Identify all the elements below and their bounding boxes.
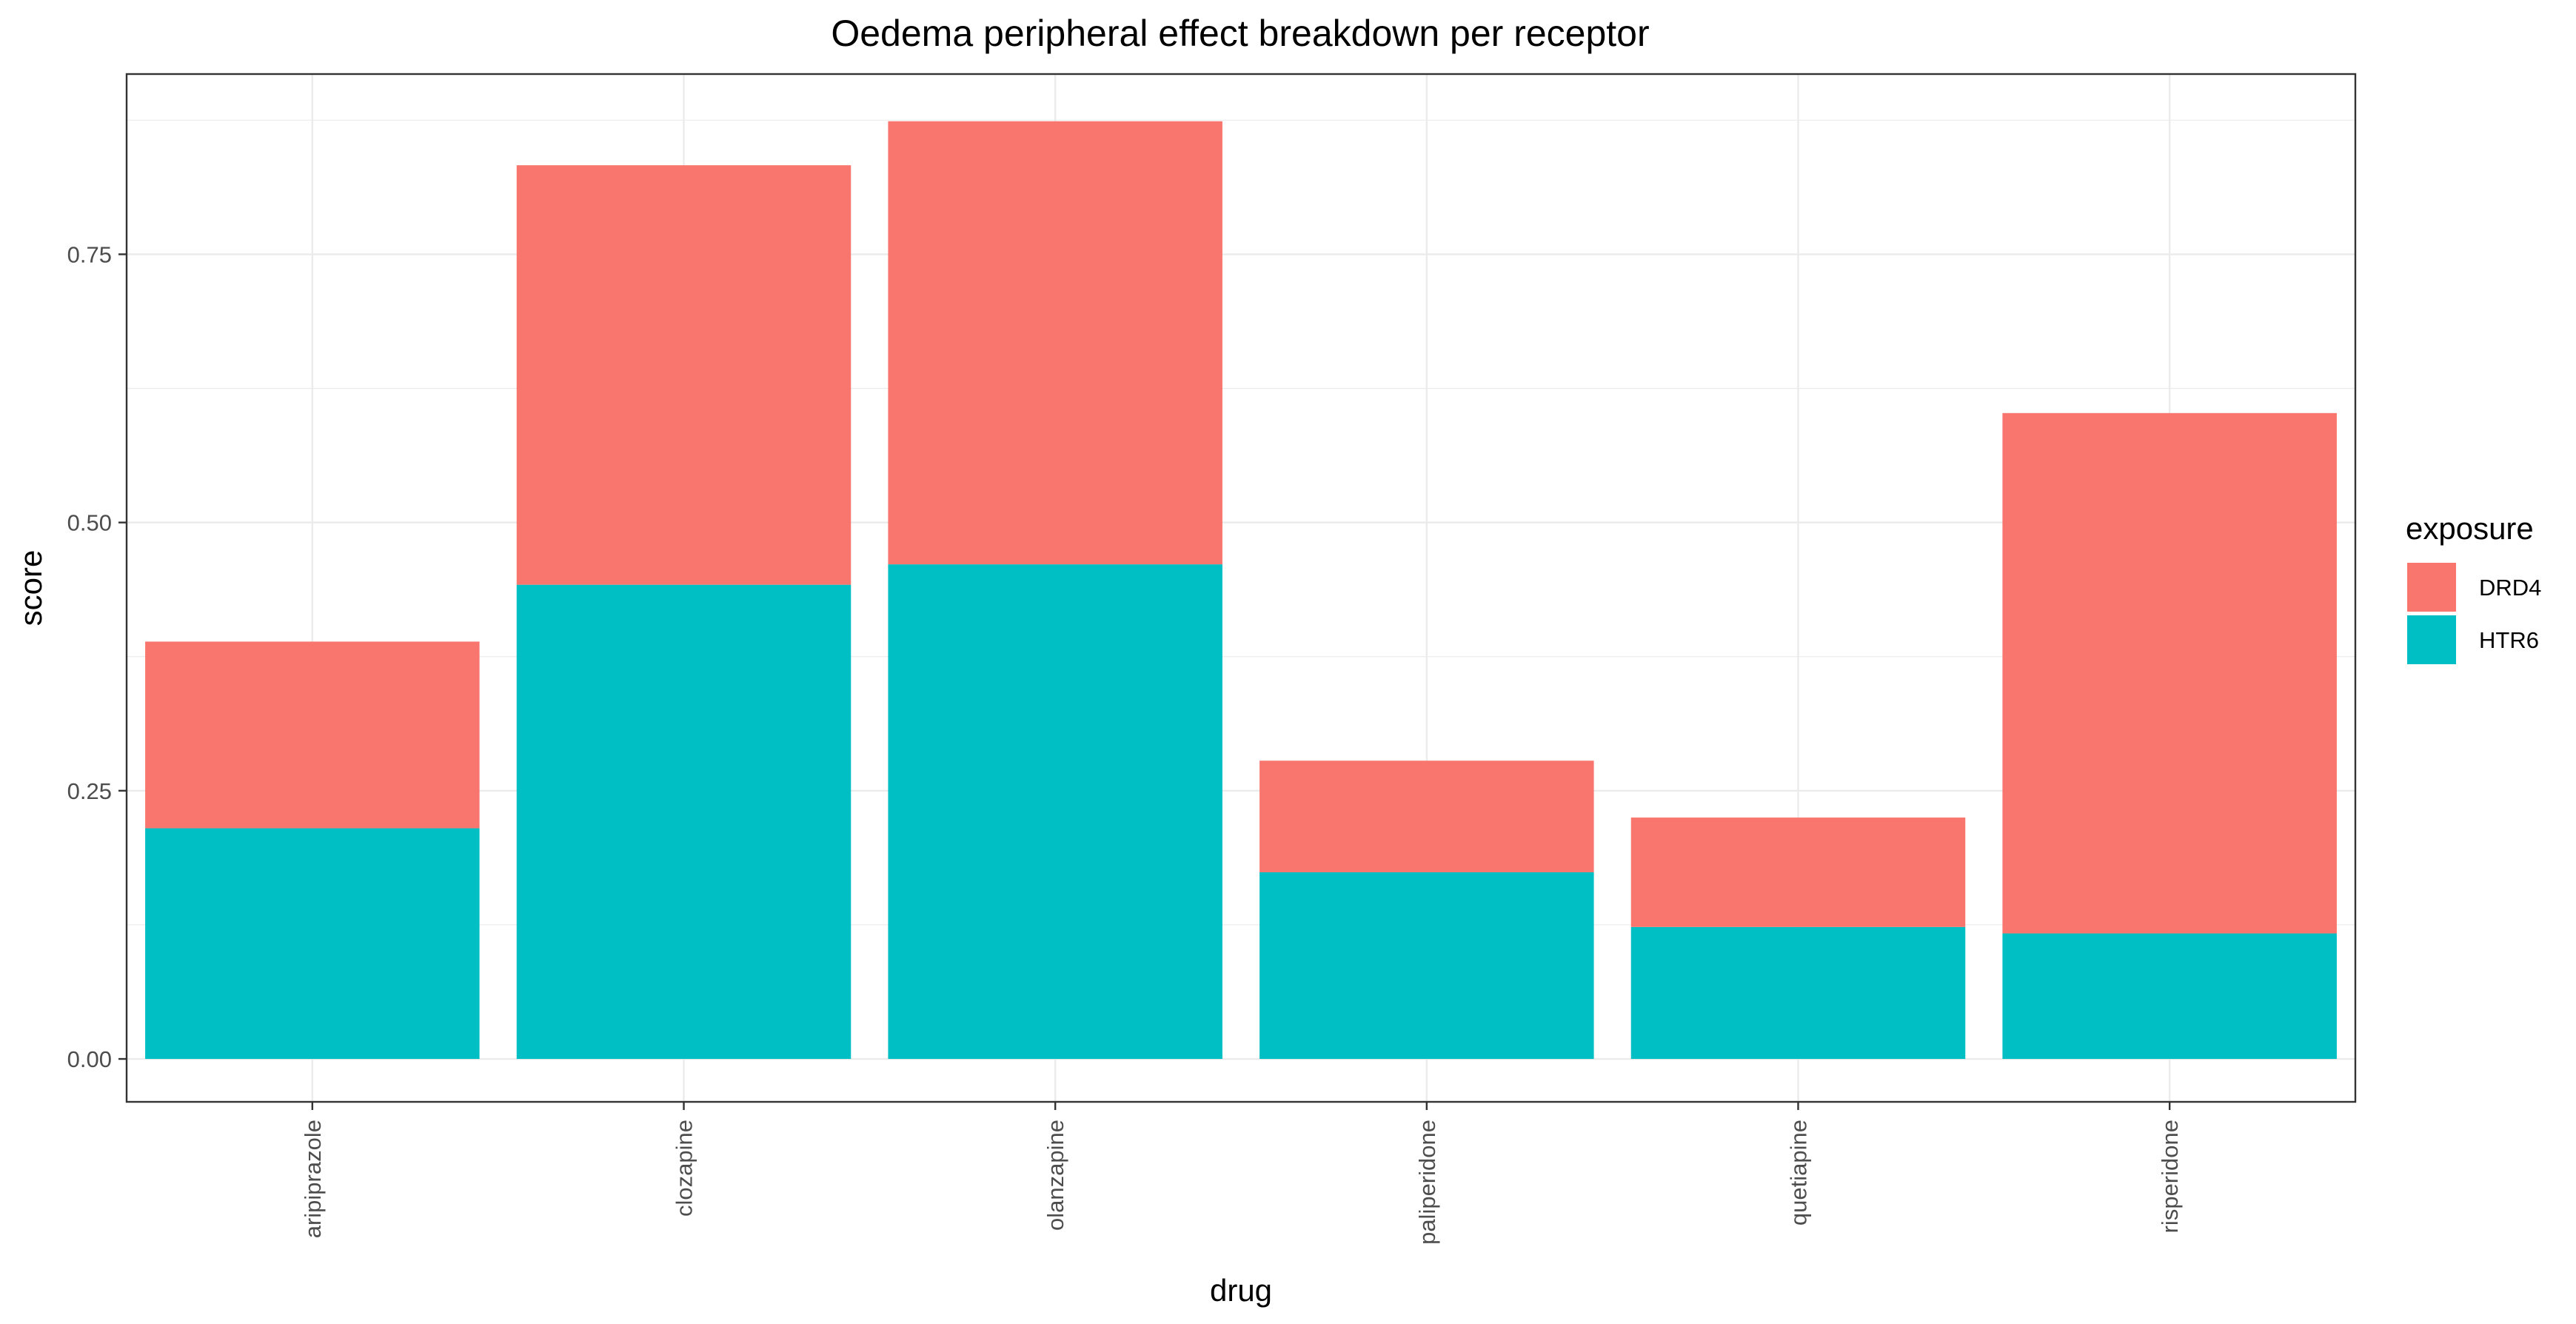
bar-htr6-aripiprazole (145, 828, 480, 1060)
bar-drd4-clozapine (516, 165, 852, 585)
y-axis-title: score (13, 550, 48, 626)
chart-title: Oedema peripheral effect breakdown per r… (831, 13, 1649, 54)
bar-htr6-risperidone (2002, 933, 2337, 1060)
bar-drd4-paliperidone (1259, 760, 1594, 872)
y-tick-label: 0.50 (67, 510, 112, 536)
legend-label-htr6: HTR6 (2479, 627, 2539, 653)
x-tick-label: clozapine (672, 1120, 697, 1217)
y-tick-label: 0.25 (67, 778, 112, 804)
y-tick-label: 0.75 (67, 241, 112, 267)
x-tick-label: aripiprazole (300, 1120, 326, 1238)
x-tick-label: olanzapine (1043, 1120, 1068, 1231)
legend-label-drd4: DRD4 (2479, 575, 2541, 601)
bar-drd4-risperidone (2002, 412, 2337, 934)
bar-htr6-quetiapine (1630, 926, 1966, 1060)
bar-drd4-olanzapine (888, 121, 1222, 565)
x-axis: aripiprazole clozapine olanzapine paliperid… (300, 1102, 2183, 1245)
x-tick-label: quetiapine (1786, 1120, 1812, 1226)
y-tick-label: 0.00 (67, 1046, 112, 1072)
x-tick-label: risperidone (2157, 1120, 2183, 1233)
legend-key-htr6 (2407, 615, 2456, 664)
legend: exposure DRD4 HTR6 (2406, 511, 2541, 664)
bar-htr6-paliperidone (1259, 872, 1594, 1060)
y-axis: 0.00 0.25 0.50 0.75 (67, 241, 127, 1072)
bar-htr6-clozapine (516, 584, 852, 1060)
bar-htr6-olanzapine (888, 564, 1222, 1060)
bar-drd4-aripiprazole (145, 641, 480, 829)
x-tick-label: paliperidone (1414, 1120, 1440, 1245)
bar-drd4-quetiapine (1630, 818, 1966, 927)
bars-layer (145, 121, 2337, 1060)
legend-title: exposure (2406, 511, 2534, 546)
legend-entries: DRD4 HTR6 (2407, 563, 2541, 664)
x-axis-title: drug (1210, 1273, 1272, 1308)
legend-key-drd4 (2407, 563, 2456, 612)
plot-panel-border (125, 73, 2357, 1103)
